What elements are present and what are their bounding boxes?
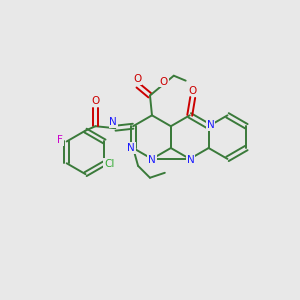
Text: N: N bbox=[207, 120, 214, 130]
Text: O: O bbox=[91, 97, 100, 106]
Text: N: N bbox=[148, 155, 156, 165]
Text: F: F bbox=[57, 136, 63, 146]
Text: O: O bbox=[189, 85, 197, 96]
Text: N: N bbox=[187, 155, 195, 165]
Text: N: N bbox=[127, 143, 135, 153]
Text: Cl: Cl bbox=[104, 159, 115, 169]
Text: N: N bbox=[110, 117, 117, 127]
Text: O: O bbox=[133, 74, 141, 84]
Text: O: O bbox=[160, 76, 168, 87]
